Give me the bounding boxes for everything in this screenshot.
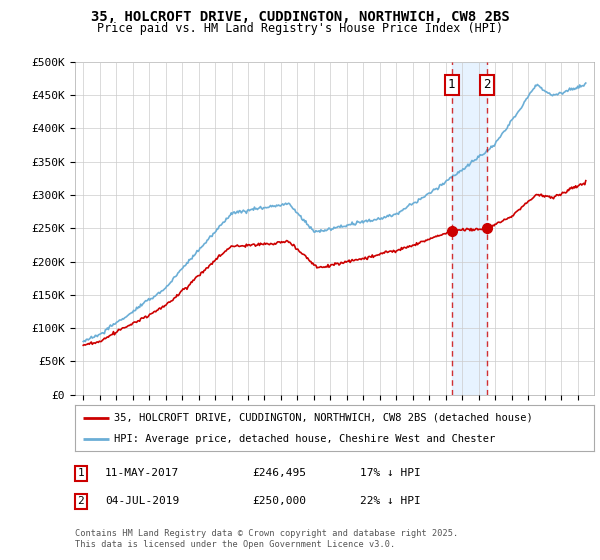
Text: 17% ↓ HPI: 17% ↓ HPI: [360, 468, 421, 478]
Text: Contains HM Land Registry data © Crown copyright and database right 2025.
This d: Contains HM Land Registry data © Crown c…: [75, 529, 458, 549]
Text: 1: 1: [448, 78, 455, 91]
Text: 22% ↓ HPI: 22% ↓ HPI: [360, 496, 421, 506]
Text: 11-MAY-2017: 11-MAY-2017: [105, 468, 179, 478]
Text: 35, HOLCROFT DRIVE, CUDDINGTON, NORTHWICH, CW8 2BS: 35, HOLCROFT DRIVE, CUDDINGTON, NORTHWIC…: [91, 10, 509, 24]
Text: 35, HOLCROFT DRIVE, CUDDINGTON, NORTHWICH, CW8 2BS (detached house): 35, HOLCROFT DRIVE, CUDDINGTON, NORTHWIC…: [114, 413, 533, 423]
Text: £250,000: £250,000: [252, 496, 306, 506]
Text: 1: 1: [77, 468, 85, 478]
Text: 2: 2: [483, 78, 491, 91]
Text: 04-JUL-2019: 04-JUL-2019: [105, 496, 179, 506]
Text: £246,495: £246,495: [252, 468, 306, 478]
Text: Price paid vs. HM Land Registry's House Price Index (HPI): Price paid vs. HM Land Registry's House …: [97, 22, 503, 35]
Text: HPI: Average price, detached house, Cheshire West and Chester: HPI: Average price, detached house, Ches…: [114, 435, 495, 444]
Text: 2: 2: [77, 496, 85, 506]
Bar: [452, 62, 487, 395]
